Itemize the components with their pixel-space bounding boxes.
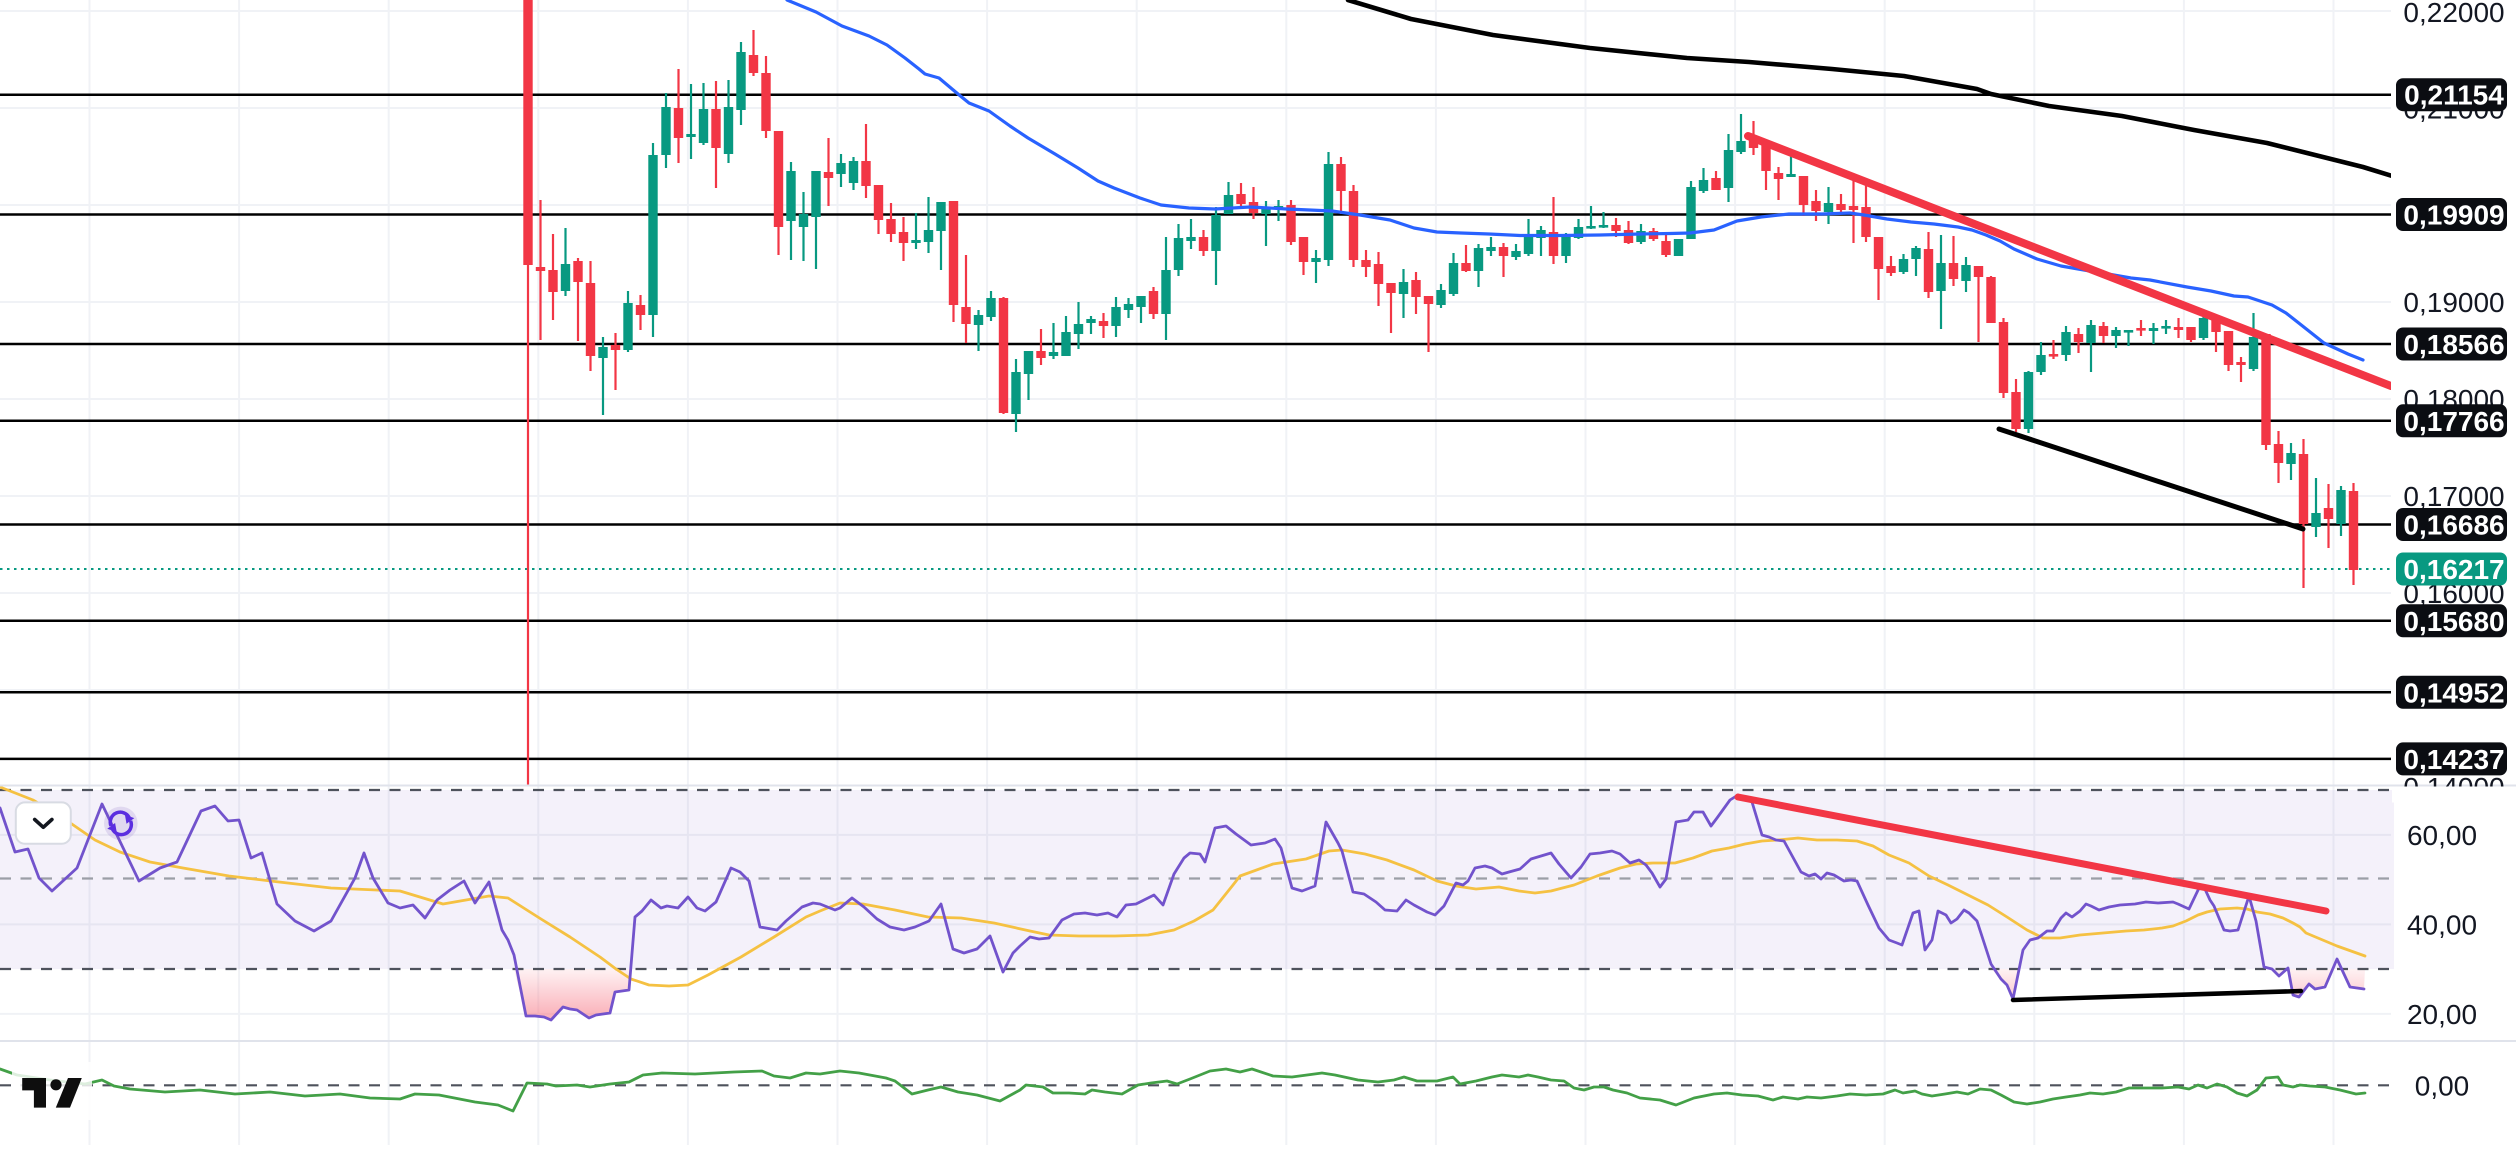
svg-text:0,17000: 0,17000: [2403, 481, 2504, 512]
svg-text:0,14952: 0,14952: [2403, 677, 2504, 708]
svg-text:0,19909: 0,19909: [2403, 200, 2504, 231]
svg-text:0,17766: 0,17766: [2403, 406, 2504, 437]
svg-text:60,00: 60,00: [2407, 820, 2477, 851]
svg-text:0,16217: 0,16217: [2403, 554, 2504, 585]
svg-text:40,00: 40,00: [2407, 909, 2477, 940]
svg-text:0,00: 0,00: [2415, 1070, 2470, 1101]
svg-text:0,21154: 0,21154: [2404, 80, 2504, 111]
svg-text:0,15680: 0,15680: [2403, 606, 2504, 637]
svg-text:0,18566: 0,18566: [2403, 329, 2504, 360]
svg-text:0,22000: 0,22000: [2403, 0, 2504, 28]
svg-text:0,16686: 0,16686: [2403, 510, 2504, 541]
svg-text:0,19000: 0,19000: [2403, 287, 2504, 318]
svg-text:0,14237: 0,14237: [2403, 744, 2504, 775]
svg-text:20,00: 20,00: [2407, 999, 2477, 1030]
